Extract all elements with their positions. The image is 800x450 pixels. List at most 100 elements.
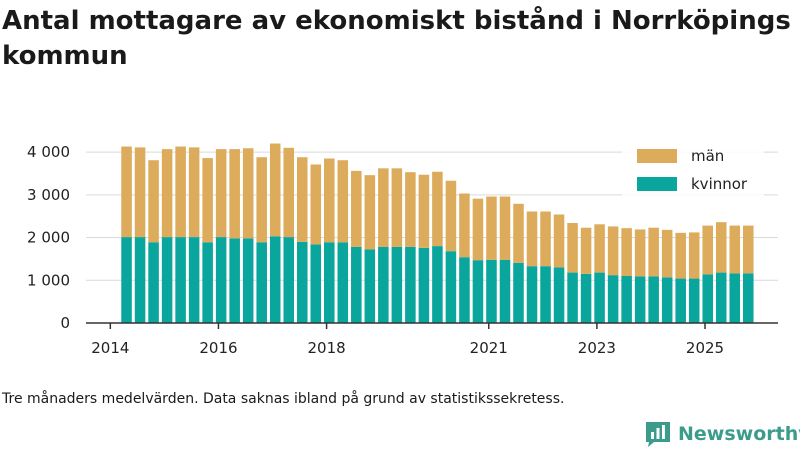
bar-kvinnor bbox=[121, 237, 132, 323]
legend-label: män bbox=[691, 147, 724, 165]
bar-kvinnor bbox=[175, 237, 186, 323]
bars bbox=[121, 143, 754, 323]
bar-man bbox=[202, 158, 213, 243]
bar-man bbox=[269, 143, 281, 237]
bar-kvinnor bbox=[445, 251, 457, 323]
bar-kvinnor bbox=[648, 276, 659, 323]
bar-kvinnor bbox=[148, 242, 159, 323]
bar-man bbox=[432, 171, 443, 247]
bar-man bbox=[715, 222, 727, 273]
bar-kvinnor bbox=[229, 238, 240, 323]
legend-label: kvinnor bbox=[691, 175, 748, 193]
bar-man bbox=[378, 168, 389, 247]
bar-kvinnor bbox=[472, 260, 484, 323]
y-tick-label: 4 000 bbox=[27, 143, 70, 161]
bar-kvinnor bbox=[134, 237, 146, 323]
bar-man bbox=[648, 227, 659, 277]
bar-kvinnor bbox=[188, 237, 200, 323]
bar-kvinnor bbox=[161, 237, 173, 323]
bar-man bbox=[324, 158, 335, 243]
bar-man bbox=[526, 211, 538, 267]
brand-name: Newsworthy bbox=[678, 423, 800, 445]
bar-man bbox=[351, 170, 362, 247]
bar-man bbox=[486, 196, 497, 260]
page-title: Antal mottagare av ekonomiskt bistånd i … bbox=[2, 6, 791, 71]
bar-kvinnor bbox=[742, 273, 754, 323]
bar-kvinnor bbox=[391, 246, 403, 323]
bar-kvinnor bbox=[337, 242, 349, 323]
brand-logo: Newsworthy bbox=[644, 420, 800, 448]
bar-kvinnor bbox=[634, 276, 646, 323]
bar-kvinnor bbox=[702, 274, 713, 323]
bar-man bbox=[513, 203, 524, 263]
bar-man bbox=[391, 168, 403, 247]
bar-kvinnor bbox=[580, 273, 592, 323]
bar-kvinnor bbox=[269, 236, 281, 323]
bar-kvinnor bbox=[526, 266, 538, 323]
y-tick-label: 2 000 bbox=[27, 229, 70, 247]
legend-swatch bbox=[637, 149, 677, 163]
bar-man bbox=[310, 164, 322, 245]
bar-kvinnor bbox=[242, 238, 254, 323]
bar-kvinnor bbox=[540, 266, 551, 323]
bar-kvinnor bbox=[296, 241, 308, 323]
bar-man bbox=[405, 172, 416, 247]
bar-man bbox=[175, 146, 186, 238]
footnote: Tre månaders medelvärden. Data saknas ib… bbox=[2, 391, 565, 407]
bar-kvinnor bbox=[486, 259, 497, 323]
bar-man bbox=[215, 149, 227, 238]
bar-man bbox=[621, 228, 632, 276]
bar-man bbox=[256, 157, 267, 243]
bar-man bbox=[580, 227, 592, 274]
bar-man bbox=[418, 174, 430, 248]
bar-man bbox=[634, 229, 646, 277]
bar-kvinnor bbox=[594, 272, 605, 323]
bar-kvinnor bbox=[607, 275, 619, 323]
bar-man bbox=[688, 232, 700, 279]
bar-man bbox=[675, 232, 686, 279]
bar-man bbox=[540, 211, 551, 267]
bar-kvinnor bbox=[567, 272, 578, 323]
bar-man bbox=[661, 229, 673, 278]
bar-kvinnor bbox=[513, 262, 524, 323]
bar-kvinnor bbox=[459, 257, 470, 323]
bar-man bbox=[188, 147, 200, 238]
bar-man bbox=[459, 193, 470, 258]
bar-man bbox=[161, 149, 173, 238]
bar-man bbox=[702, 225, 713, 275]
bar-man bbox=[337, 160, 349, 243]
bar-man bbox=[121, 146, 132, 238]
bar-man bbox=[472, 198, 484, 261]
bar-kvinnor bbox=[283, 237, 295, 323]
y-tick-label: 1 000 bbox=[27, 271, 70, 289]
bar-kvinnor bbox=[621, 276, 632, 323]
bar-man bbox=[229, 149, 240, 239]
x-tick-label: 2023 bbox=[578, 339, 616, 357]
bar-man bbox=[553, 214, 565, 268]
bar-kvinnor bbox=[688, 278, 700, 323]
bar-man bbox=[742, 225, 754, 274]
bar-kvinnor bbox=[715, 272, 727, 323]
bar-kvinnor bbox=[432, 246, 443, 323]
bar-kvinnor bbox=[215, 237, 227, 323]
newsworthy-logo-icon bbox=[646, 422, 670, 447]
legend: män kvinnor bbox=[622, 140, 764, 202]
x-tick-label: 2014 bbox=[91, 339, 129, 357]
bar-man bbox=[729, 225, 741, 274]
y-tick-label: 0 bbox=[60, 314, 70, 332]
bar-man bbox=[594, 224, 605, 273]
bar-man bbox=[148, 160, 159, 243]
bar-man bbox=[607, 226, 619, 276]
bar-man bbox=[499, 196, 511, 260]
x-tick-label: 2016 bbox=[199, 339, 237, 357]
legend-swatch bbox=[637, 177, 677, 191]
bar-kvinnor bbox=[553, 267, 565, 323]
bar-kvinnor bbox=[324, 242, 335, 323]
axes: 0 1 000 2 000 3 000 4 000 2014 2016 2018 2021 202… bbox=[27, 143, 778, 357]
bar-man bbox=[242, 148, 254, 239]
bar-kvinnor bbox=[499, 259, 511, 323]
bar-kvinnor bbox=[202, 242, 213, 323]
bar-man bbox=[283, 147, 295, 238]
bar-kvinnor bbox=[661, 277, 673, 323]
bar-man bbox=[445, 180, 457, 252]
